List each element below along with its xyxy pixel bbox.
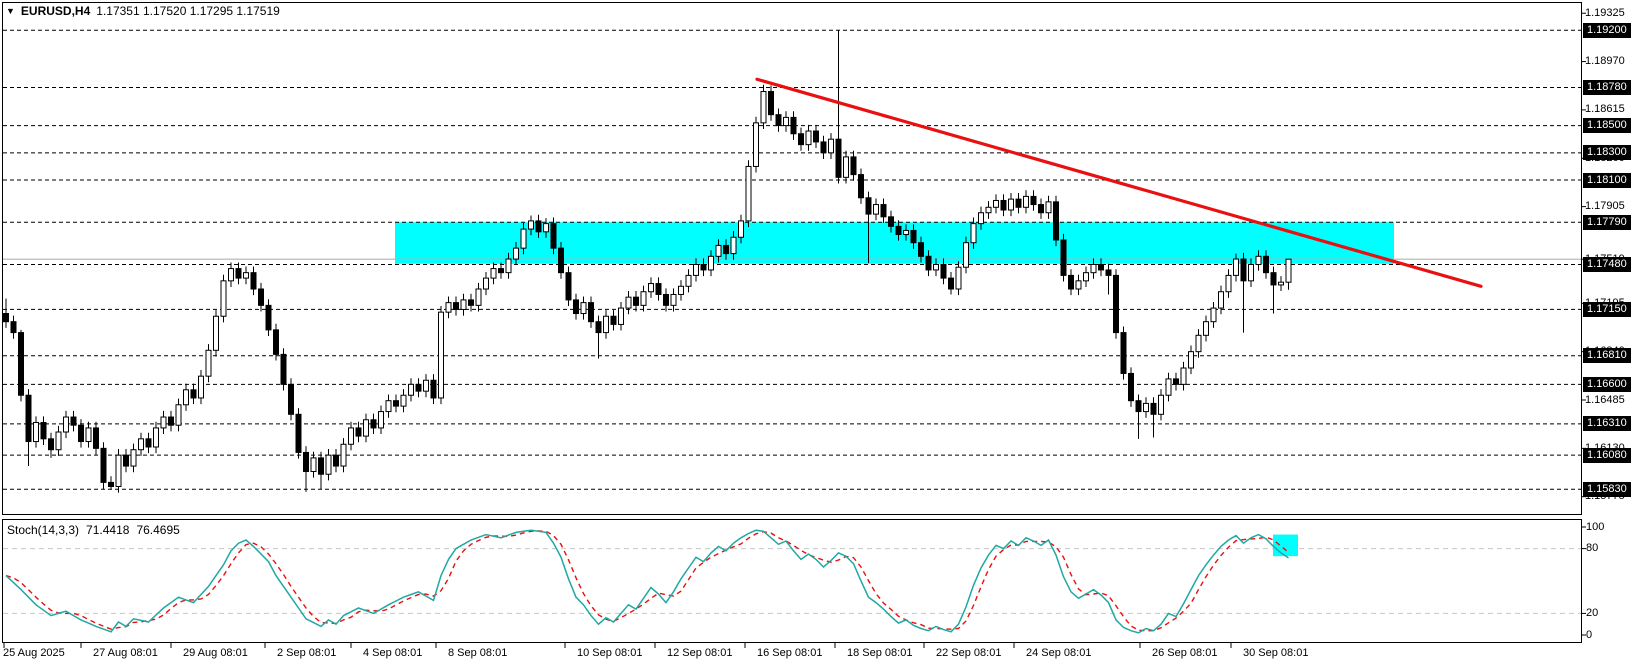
date-label[interactable]: 10 Sep 08:01 <box>577 647 643 659</box>
chart-title: ▼ EURUSD,H4 1.17351 1.17520 1.17295 1.17… <box>6 4 280 18</box>
stoch-scale-label: 100 <box>1586 520 1605 533</box>
symbol-dropdown-triangle-icon[interactable]: ▼ <box>6 6 15 16</box>
price-tick-label: 1.18615 <box>1585 103 1625 116</box>
stoch-scale-label: 0 <box>1586 628 1593 641</box>
price-line-label: 1.19200 <box>1583 22 1631 38</box>
price-line-label: 1.15830 <box>1583 481 1631 497</box>
stoch-main-value: 71.4418 <box>86 523 130 537</box>
price-line-label: 1.16810 <box>1583 348 1631 364</box>
ohlc-values: 1.17351 1.17520 1.17295 1.17519 <box>96 4 280 18</box>
price-line-label: 1.16080 <box>1583 447 1631 463</box>
symbol-period-label: EURUSD,H4 <box>20 4 91 18</box>
price-line-label: 1.18100 <box>1583 172 1631 188</box>
price-line-label: 1.18780 <box>1583 79 1631 95</box>
date-label[interactable]: 16 Sep 08:01 <box>757 647 823 659</box>
price-tick-label: 1.18970 <box>1585 55 1625 68</box>
date-label[interactable]: 27 Aug 08:01 <box>93 647 158 659</box>
price-tick-label: 1.19325 <box>1585 6 1625 19</box>
price-line-label: 1.18500 <box>1583 118 1631 134</box>
price-line-label: 1.16310 <box>1583 416 1631 432</box>
stoch-signal-value: 76.4695 <box>136 523 180 537</box>
price-line-label: 1.17480 <box>1583 256 1631 272</box>
date-label[interactable]: 12 Sep 08:01 <box>667 647 733 659</box>
date-label[interactable]: 4 Sep 08:01 <box>363 647 423 659</box>
date-label[interactable]: 25 Aug 2025 <box>3 647 65 659</box>
price-line-label: 1.17790 <box>1583 214 1631 230</box>
price-line-label: 1.17150 <box>1583 301 1631 317</box>
date-label[interactable]: 26 Sep 08:01 <box>1152 647 1218 659</box>
price-line-label: 1.16600 <box>1583 376 1631 392</box>
date-label[interactable]: 8 Sep 08:01 <box>448 647 508 659</box>
price-line-label: 1.18300 <box>1583 145 1631 161</box>
indicator-name: Stoch(14,3,3) <box>7 523 80 537</box>
date-label[interactable]: 2 Sep 08:01 <box>277 647 337 659</box>
date-label[interactable]: 24 Sep 08:01 <box>1026 647 1092 659</box>
stoch-scale-label: 80 <box>1586 542 1599 555</box>
date-label[interactable]: 22 Sep 08:01 <box>936 647 1002 659</box>
date-label[interactable]: 30 Sep 08:01 <box>1243 647 1309 659</box>
price-tick-label: 1.17905 <box>1585 200 1625 213</box>
price-tick-label: 1.16485 <box>1585 393 1625 406</box>
stochastic-label: Stoch(14,3,3) 71.4418 76.4695 <box>7 523 180 537</box>
stoch-scale-label: 20 <box>1586 606 1599 619</box>
date-label[interactable]: 29 Aug 08:01 <box>183 647 248 659</box>
date-label[interactable]: 18 Sep 08:01 <box>847 647 913 659</box>
